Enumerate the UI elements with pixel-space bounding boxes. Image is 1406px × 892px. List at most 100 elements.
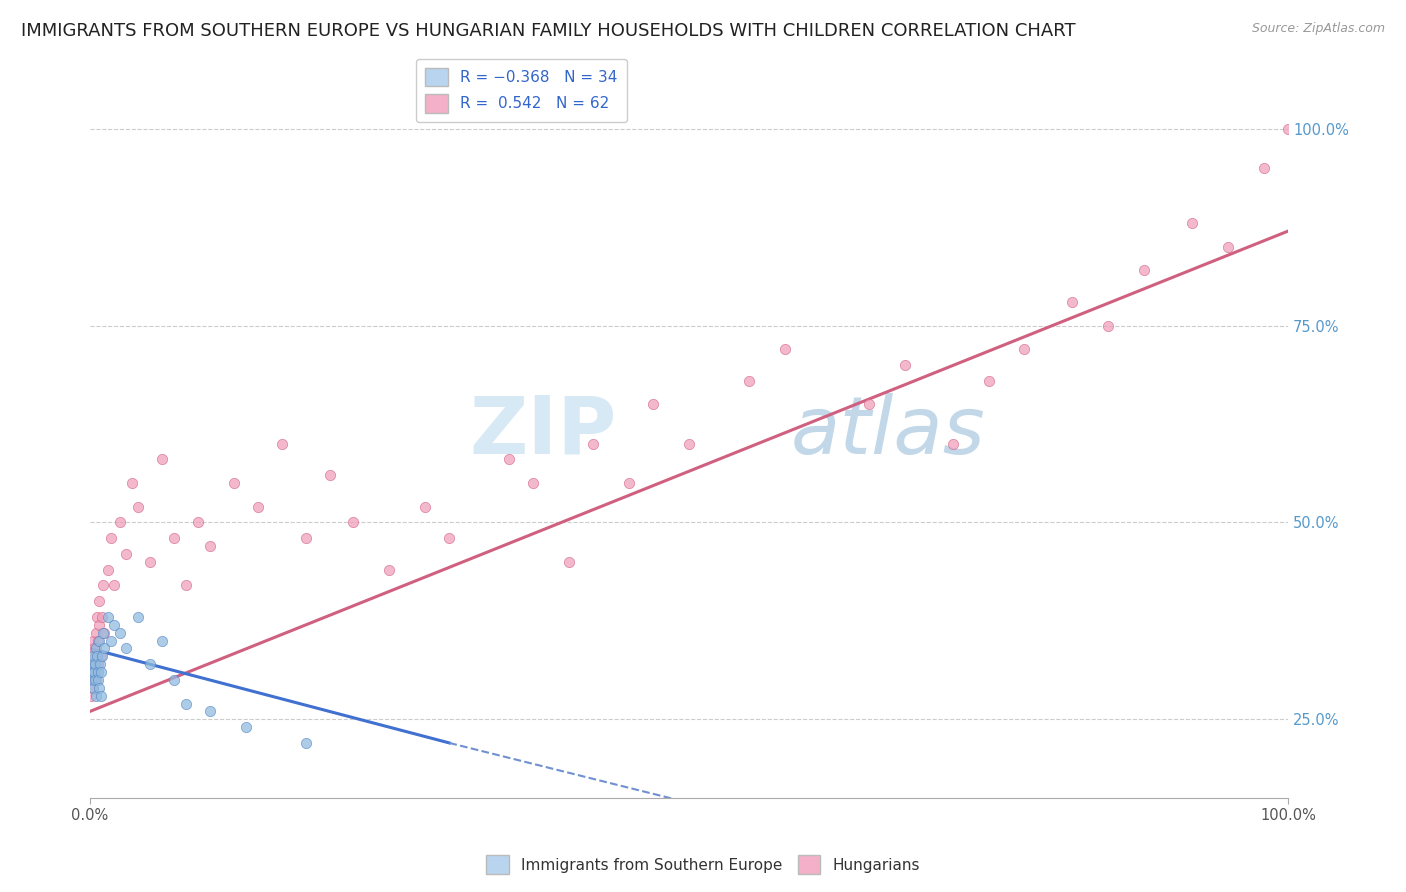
Point	[114, 641, 136, 656]
Point	[977, 374, 1000, 388]
Point	[82, 649, 104, 664]
Point	[893, 358, 915, 372]
Point	[139, 657, 162, 672]
Point	[90, 689, 112, 703]
Point	[108, 625, 131, 640]
Point	[415, 500, 437, 514]
Point	[82, 665, 104, 679]
Point	[1253, 161, 1275, 175]
Point	[93, 641, 115, 656]
Point	[89, 657, 111, 672]
Point	[1014, 342, 1036, 356]
Point	[942, 436, 965, 450]
Point	[558, 555, 581, 569]
Point	[174, 578, 197, 592]
Point	[163, 673, 186, 687]
Point	[84, 625, 107, 640]
Point	[84, 673, 107, 687]
Point	[163, 531, 186, 545]
Point	[318, 468, 340, 483]
Point	[738, 374, 761, 388]
Point	[1062, 295, 1084, 310]
Point	[150, 633, 173, 648]
Point	[83, 665, 105, 679]
Point	[91, 578, 114, 592]
Point	[83, 657, 105, 672]
Point	[86, 665, 108, 679]
Point	[121, 476, 143, 491]
Point	[90, 665, 112, 679]
Point	[222, 476, 245, 491]
Legend: Immigrants from Southern Europe, Hungarians: Immigrants from Southern Europe, Hungari…	[479, 849, 927, 880]
Point	[174, 697, 197, 711]
Point	[1218, 240, 1240, 254]
Point	[87, 633, 110, 648]
Point	[87, 633, 110, 648]
Point	[82, 673, 104, 687]
Point	[678, 436, 700, 450]
Point	[1277, 121, 1299, 136]
Point	[1181, 216, 1204, 230]
Point	[91, 625, 114, 640]
Point	[80, 673, 103, 687]
Point	[582, 436, 605, 450]
Point	[86, 610, 108, 624]
Point	[1097, 318, 1119, 333]
Point	[617, 476, 640, 491]
Point	[773, 342, 796, 356]
Text: IMMIGRANTS FROM SOUTHERN EUROPE VS HUNGARIAN FAMILY HOUSEHOLDS WITH CHILDREN COR: IMMIGRANTS FROM SOUTHERN EUROPE VS HUNGA…	[21, 22, 1076, 40]
Point	[858, 397, 880, 411]
Point	[90, 649, 112, 664]
Point	[86, 689, 108, 703]
Point	[342, 516, 364, 530]
Point	[114, 547, 136, 561]
Point	[80, 689, 103, 703]
Text: Source: ZipAtlas.com: Source: ZipAtlas.com	[1251, 22, 1385, 36]
Point	[97, 563, 120, 577]
Point	[90, 649, 112, 664]
Point	[82, 681, 104, 695]
Point	[80, 657, 103, 672]
Point	[84, 641, 107, 656]
Point	[187, 516, 209, 530]
Point	[100, 531, 122, 545]
Point	[378, 563, 401, 577]
Point	[522, 476, 544, 491]
Point	[103, 578, 125, 592]
Point	[83, 665, 105, 679]
Point	[498, 452, 520, 467]
Point	[294, 736, 316, 750]
Point	[150, 452, 173, 467]
Point	[270, 436, 292, 450]
Point	[87, 673, 110, 687]
Point	[80, 657, 103, 672]
Point	[198, 705, 221, 719]
Point	[84, 649, 107, 664]
Text: ZIP: ZIP	[470, 392, 617, 471]
Point	[83, 641, 105, 656]
Point	[294, 531, 316, 545]
Point	[1133, 263, 1156, 277]
Point	[139, 555, 162, 569]
Point	[641, 397, 664, 411]
Point	[89, 594, 111, 608]
Point	[93, 625, 115, 640]
Point	[439, 531, 461, 545]
Point	[97, 610, 120, 624]
Point	[82, 633, 104, 648]
Point	[108, 516, 131, 530]
Point	[127, 610, 149, 624]
Point	[198, 539, 221, 553]
Point	[103, 617, 125, 632]
Point	[86, 657, 108, 672]
Point	[127, 500, 149, 514]
Point	[86, 649, 108, 664]
Point	[89, 681, 111, 695]
Point	[86, 673, 108, 687]
Point	[235, 720, 257, 734]
Point	[82, 681, 104, 695]
Text: atlas: atlas	[790, 392, 986, 471]
Point	[246, 500, 269, 514]
Point	[87, 617, 110, 632]
Point	[100, 633, 122, 648]
